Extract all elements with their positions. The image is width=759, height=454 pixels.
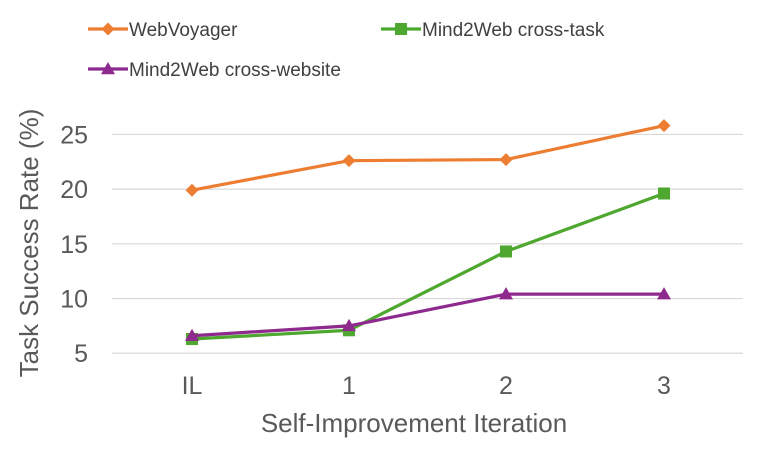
y-tick-label: 15 bbox=[60, 231, 88, 259]
legend-marker bbox=[101, 22, 115, 36]
legend-label: Mind2Web cross-website bbox=[129, 60, 341, 81]
data-point bbox=[499, 153, 513, 167]
y-tick-label: 20 bbox=[60, 176, 88, 204]
x-tick-label: 1 bbox=[342, 372, 356, 400]
legend-label: WebVoyager bbox=[129, 20, 238, 41]
legend-marker bbox=[101, 62, 115, 75]
x-axis-label: Self-Improvement Iteration bbox=[261, 408, 567, 438]
data-point bbox=[499, 287, 513, 300]
series-line bbox=[191, 124, 665, 192]
legend-marker bbox=[395, 23, 407, 35]
x-tick-label: 3 bbox=[657, 372, 671, 400]
x-tick-label: IL bbox=[182, 372, 203, 400]
series-line bbox=[191, 292, 664, 338]
y-tick-label: 25 bbox=[60, 121, 88, 149]
data-point bbox=[658, 187, 670, 200]
data-point bbox=[185, 328, 199, 341]
data-point bbox=[657, 287, 671, 300]
y-tick-label: 10 bbox=[60, 286, 88, 314]
legend-label: Mind2Web cross-task bbox=[422, 20, 605, 41]
data-point bbox=[342, 154, 356, 168]
x-axis-ticks: IL 1 2 3 bbox=[182, 372, 671, 400]
legend-item: Mind2Web cross-task bbox=[381, 20, 605, 41]
series-line bbox=[191, 191, 665, 341]
y-tick-label: 5 bbox=[74, 340, 88, 368]
x-tick-label: 2 bbox=[499, 372, 513, 400]
data-point bbox=[657, 119, 671, 133]
series-2 bbox=[185, 287, 671, 341]
series-1 bbox=[186, 187, 670, 346]
legend: WebVoyager Mind2Web cross-task Mind2Web cr… bbox=[88, 20, 605, 81]
data-point bbox=[342, 318, 356, 332]
legend-item: WebVoyager bbox=[88, 20, 238, 41]
series-0 bbox=[185, 119, 671, 197]
y-axis-label: Task Success Rate (%) bbox=[14, 109, 44, 378]
data-point bbox=[500, 245, 512, 258]
data-point bbox=[185, 183, 199, 197]
gridlines bbox=[112, 133, 743, 354]
legend-item: Mind2Web cross-website bbox=[88, 60, 341, 81]
series-group bbox=[185, 119, 671, 346]
y-axis-ticks: 5 10 15 20 25 bbox=[60, 121, 88, 368]
